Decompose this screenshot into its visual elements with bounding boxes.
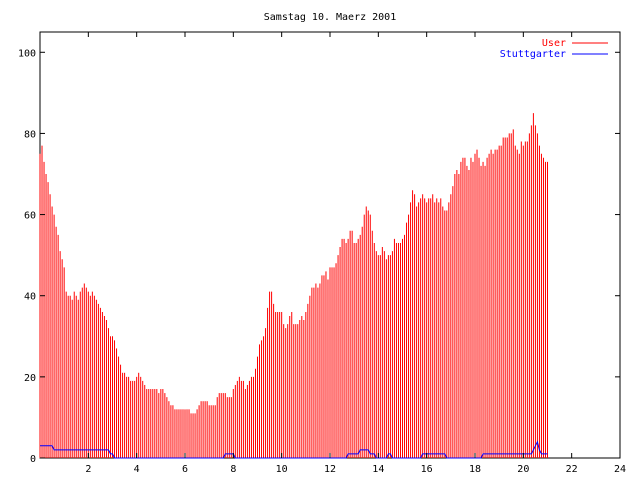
- chart-title: Samstag 10. Maerz 2001: [264, 12, 396, 23]
- x-tick-label: 4: [134, 464, 140, 475]
- y-tick-label: 60: [24, 211, 36, 222]
- y-tick-label: 100: [18, 48, 36, 59]
- x-axis-ticks: 2 4 6 8 10 12 14 16 18 20 22 24: [85, 32, 626, 475]
- x-tick-label: 22: [566, 464, 578, 475]
- y-tick-label: 80: [24, 129, 36, 140]
- legend-label-user: User: [542, 38, 566, 49]
- x-tick-label: 18: [469, 464, 481, 475]
- user-impulses: [39, 113, 548, 458]
- y-axis-ticks: 0 20 40 60 80 100: [18, 48, 620, 465]
- stuttgarter-series-line: [40, 440, 548, 459]
- x-tick-label: 12: [324, 464, 336, 475]
- x-tick-label: 14: [372, 464, 384, 475]
- y-tick-label: 0: [30, 454, 36, 465]
- x-tick-label: 24: [614, 464, 626, 475]
- x-tick-label: 20: [517, 464, 529, 475]
- legend-label-stuttgarter: Stuttgarter: [500, 49, 566, 60]
- x-tick-label: 16: [421, 464, 433, 475]
- y-tick-label: 20: [24, 373, 36, 384]
- y-tick-label: 40: [24, 292, 36, 303]
- x-tick-label: 6: [182, 464, 188, 475]
- legend: User Stuttgarter: [500, 38, 608, 60]
- x-tick-label: 8: [230, 464, 236, 475]
- x-tick-label: 10: [276, 464, 288, 475]
- x-tick-label: 2: [85, 464, 91, 475]
